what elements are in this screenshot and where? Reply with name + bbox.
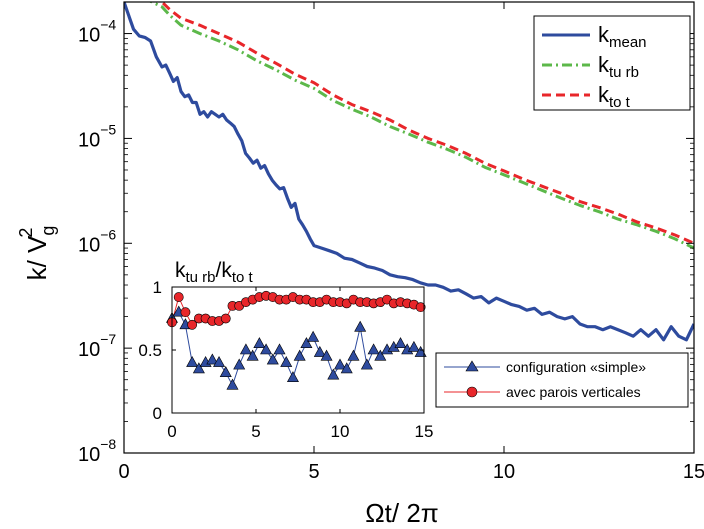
svg-text:configuration «simple»: configuration «simple»: [506, 359, 646, 375]
inset-y-tick-label: 0.5: [138, 341, 162, 360]
x-tick-label: 15: [683, 461, 704, 483]
inset-y-tick-label: 1: [153, 278, 162, 297]
x-tick-label: 5: [308, 461, 319, 483]
inset-point-simple: [246, 349, 259, 361]
series-line-1: [148, 2, 694, 250]
y-tick-label: 10−4: [78, 17, 116, 47]
series-line-2: [158, 2, 694, 245]
y-tick-label: 10−7: [78, 331, 116, 361]
inset-title: ktu rb/kto t: [175, 259, 254, 286]
inset-point-simple: [320, 349, 333, 361]
inset-point-simple: [266, 353, 279, 365]
inset-point-simple: [347, 349, 360, 361]
inset-legend-item-parois: avec parois verticales: [444, 384, 641, 400]
inset-point-simple: [253, 337, 266, 349]
inset-point-simple: [394, 337, 407, 349]
x-tick-label: 10: [493, 461, 515, 483]
main-xlabel: Ωt/ 2π: [365, 498, 439, 528]
svg-text:avec parois verticales: avec parois verticales: [506, 384, 641, 400]
legend-item-kturb: ktu rb: [542, 52, 639, 81]
inset-point-simple: [327, 368, 340, 380]
main-plot-frame: [123, 1, 695, 454]
inset-x-tick-label: 5: [251, 422, 260, 441]
inset-point-simple: [286, 371, 299, 383]
inset-point-simple: [313, 345, 326, 357]
inset-point-simple: [213, 355, 226, 367]
inset-point-simple: [407, 340, 420, 352]
inset-point-simple: [260, 343, 273, 355]
inset-point-simple: [414, 345, 427, 357]
inset-point-simple: [233, 358, 246, 370]
inset-point-simple: [273, 343, 286, 355]
inset-x-tick-label: 15: [415, 422, 434, 441]
inset-axis-ticks: 0 5 10 15 0 0.5 1: [138, 278, 433, 441]
series-line-0: [124, 2, 694, 342]
inset-point-simple: [192, 362, 205, 374]
inset-legend: configuration «simple» avec parois verti…: [435, 352, 689, 408]
inset-x-tick-label: 0: [167, 422, 176, 441]
inset-point-simple: [354, 320, 367, 332]
inset-point-simple: [226, 378, 239, 390]
inset-point-parois: [187, 319, 198, 330]
svg-text:k/ Vg2: k/ Vg2: [16, 226, 58, 281]
main-ylabel: k/ Vg2: [16, 226, 58, 281]
legend-item-kmean: kmean: [542, 22, 647, 51]
y-tick-label: 10−8: [78, 436, 116, 466]
main-series-layer: [124, 2, 694, 342]
inset-point-simple: [333, 358, 347, 370]
inset-point-parois: [180, 307, 191, 318]
inset-point-simple: [300, 337, 313, 349]
y-tick-label: 10−6: [78, 226, 116, 256]
svg-text:kmean: kmean: [598, 22, 647, 51]
svg-text:kto t: kto t: [598, 82, 631, 111]
inset-x-tick-label: 10: [331, 422, 350, 441]
inset-point-simple: [340, 362, 353, 374]
inset-point-parois: [415, 302, 426, 313]
inset-point-parois: [173, 292, 184, 302]
x-tick-label: 0: [118, 461, 129, 483]
legend-item-ktot: kto t: [542, 82, 631, 111]
inset-series-layer: [165, 290, 427, 390]
svg-text:ktu rb: ktu rb: [598, 52, 639, 81]
inset-point-simple: [280, 355, 293, 367]
inset-point-simple: [219, 366, 232, 377]
inset-point-simple: [367, 343, 380, 355]
inset-point-simple: [239, 343, 252, 355]
inset-point-simple: [293, 349, 306, 361]
inset-point-simple: [374, 349, 387, 361]
inset-point-simple: [186, 355, 199, 367]
y-tick-label: 10−5: [78, 121, 116, 151]
inset-y-tick-label: 0: [153, 404, 162, 423]
inset-point-parois: [220, 313, 231, 324]
inset-point-simple: [206, 353, 219, 365]
inset-background: [172, 287, 424, 413]
inset-point-simple: [360, 358, 373, 370]
main-legend: kmean ktu rb kto t: [533, 15, 691, 111]
inset-point-simple: [307, 330, 320, 342]
inset-legend-item-simple: configuration «simple»: [444, 359, 646, 375]
